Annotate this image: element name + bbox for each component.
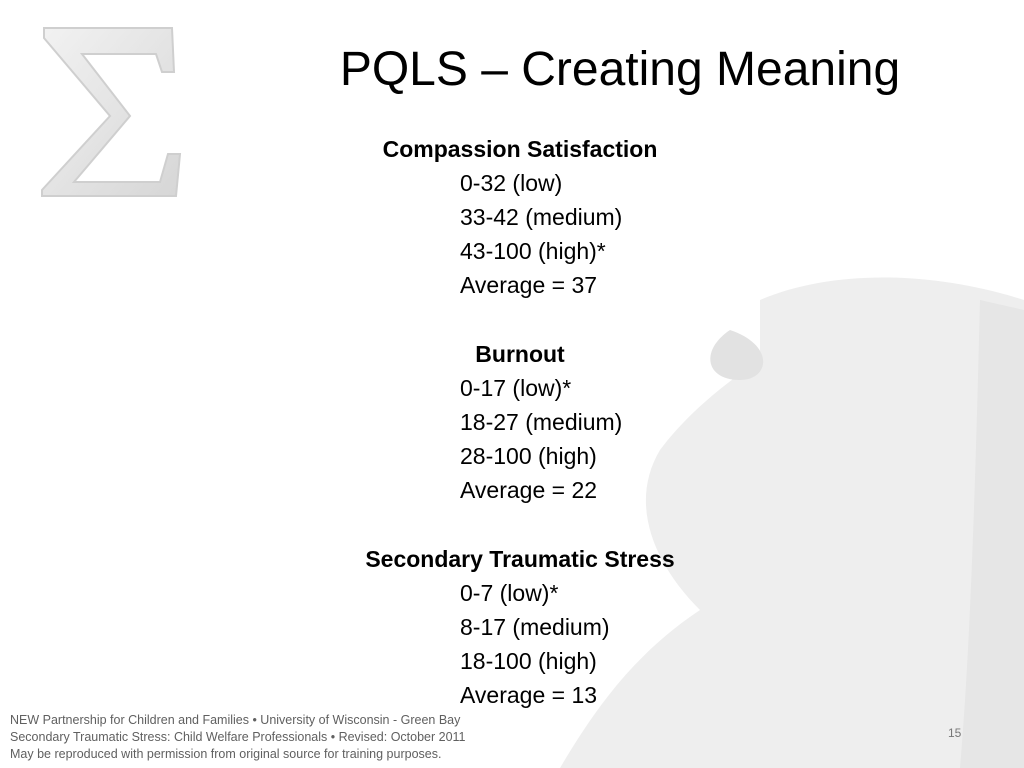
footer-line: May be reproduced with permission from o… <box>10 747 442 761</box>
sigma-logo-icon <box>41 27 182 197</box>
range-item: 8-17 (medium) <box>460 614 610 640</box>
range-item: 0-32 (low) <box>460 170 563 196</box>
section-heading-compassion-satisfaction: Compassion Satisfaction <box>382 136 658 162</box>
slide-title: PQLS – Creating Meaning <box>339 43 901 96</box>
footer-line: Secondary Traumatic Stress: Child Welfar… <box>10 730 466 744</box>
range-item: 33-42 (medium) <box>460 204 623 230</box>
range-item: 0-7 (low)* <box>460 580 559 606</box>
section-heading-burnout: Burnout <box>475 341 565 367</box>
average-item: Average = 13 <box>460 682 598 708</box>
slide-footer: NEW Partnership for Children and Familie… <box>10 712 466 763</box>
range-item: 28-100 (high) <box>460 443 597 469</box>
average-item: Average = 22 <box>460 477 598 503</box>
average-item: Average = 37 <box>460 272 598 298</box>
range-item: 18-27 (medium) <box>460 409 623 435</box>
page-number: 15 <box>948 726 962 740</box>
range-item: 43-100 (high)* <box>460 238 606 264</box>
range-item: 0-17 (low)* <box>460 375 572 401</box>
range-item: 18-100 (high) <box>460 648 597 674</box>
section-heading-secondary-traumatic-stress: Secondary Traumatic Stress <box>365 546 675 572</box>
footer-line: NEW Partnership for Children and Familie… <box>10 713 461 727</box>
